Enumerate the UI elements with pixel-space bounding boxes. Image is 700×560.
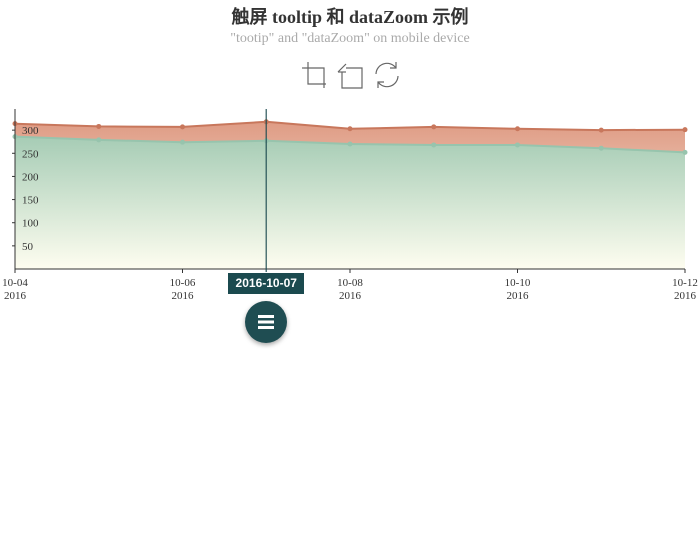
series-2-area — [15, 136, 685, 269]
toolbox — [300, 60, 404, 90]
series-2-point[interactable] — [515, 142, 520, 148]
y-axis-ticks: 50 100 150 200 250 300 — [12, 125, 39, 253]
y-tick-label: 250 — [22, 148, 39, 160]
series-1-point[interactable] — [682, 127, 688, 133]
series-2-point[interactable] — [347, 141, 353, 147]
series-1-point[interactable] — [180, 124, 185, 130]
data-zoom-back-icon[interactable] — [336, 60, 366, 90]
menu-icon — [258, 315, 275, 329]
chart-title: 触屏 tooltip 和 dataZoom 示例 — [231, 7, 469, 27]
series-1-point[interactable] — [598, 127, 604, 133]
chart-subtitle: "tootip" and "dataZoom" on mobile device — [230, 31, 470, 46]
axis-pointer-handle[interactable] — [245, 301, 288, 343]
series-1-point[interactable] — [347, 126, 353, 132]
x-tick-label: 10-06 — [170, 277, 196, 289]
series-1-point[interactable] — [96, 123, 102, 129]
series-2-point[interactable] — [598, 145, 604, 151]
x-tick-label: 10-04 — [2, 277, 28, 289]
x-tick-year: 2016 — [507, 290, 530, 302]
y-tick-label: 100 — [22, 218, 39, 230]
series-areas — [15, 121, 685, 269]
x-tick-label: 10-10 — [505, 277, 531, 289]
series-2-point[interactable] — [180, 139, 185, 145]
y-tick-label: 150 — [22, 195, 39, 207]
x-axis-ticks: 10-04201610-06201610-08201610-10201610-1… — [2, 269, 698, 302]
x-tick-year: 2016 — [4, 290, 27, 302]
restore-icon[interactable] — [372, 60, 402, 90]
series-2-point[interactable] — [96, 137, 102, 143]
y-tick-label: 200 — [22, 171, 39, 183]
axis-pointer-label: 2016-10-07 — [228, 273, 305, 294]
series-2-point[interactable] — [682, 149, 688, 155]
data-zoom-icon[interactable] — [300, 60, 330, 90]
series-2-point[interactable] — [431, 142, 437, 148]
series-1-point[interactable] — [515, 126, 520, 132]
x-tick-year: 2016 — [172, 290, 195, 302]
x-tick-label: 10-08 — [337, 277, 363, 289]
x-tick-label: 10-12 — [672, 277, 698, 289]
x-tick-year: 2016 — [674, 290, 697, 302]
y-tick-label: 50 — [22, 241, 34, 253]
y-tick-label: 300 — [22, 125, 39, 137]
series-1-point[interactable] — [431, 124, 437, 130]
x-tick-year: 2016 — [339, 290, 362, 302]
